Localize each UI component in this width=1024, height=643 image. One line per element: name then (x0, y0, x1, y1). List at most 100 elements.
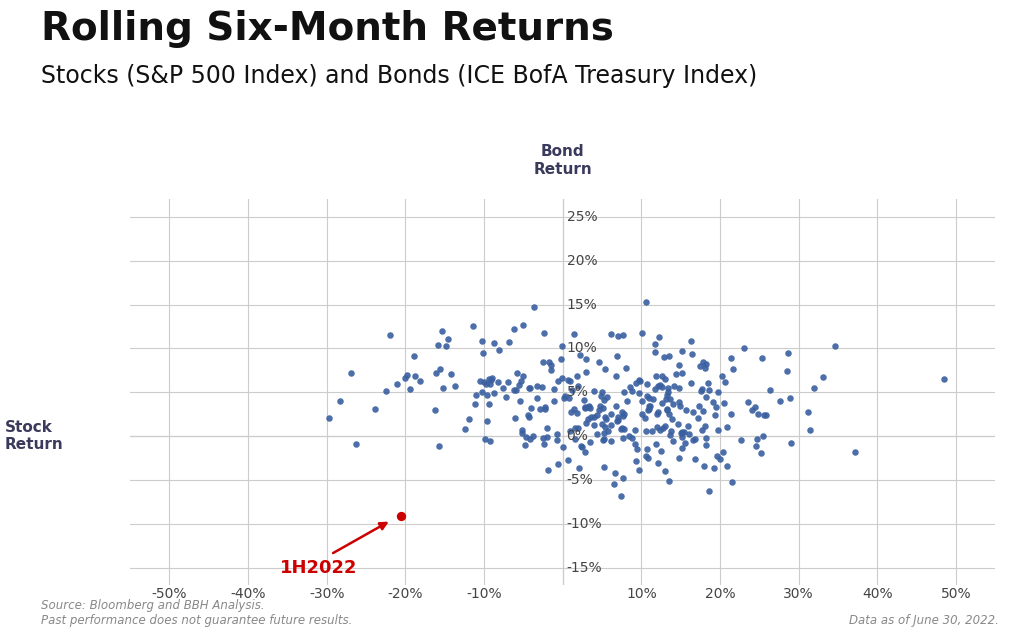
Point (638, 426, 654, 436)
Point (649, 422, 666, 432)
Point (546, 384, 562, 394)
Point (572, 441, 589, 451)
Point (522, 434, 539, 444)
Point (477, 433, 494, 444)
Point (398, 370, 415, 381)
Point (402, 384, 419, 394)
Point (806, 383, 822, 393)
Text: 25%: 25% (566, 210, 597, 224)
Point (512, 376, 528, 386)
Point (613, 422, 630, 433)
Text: Stocks (S&P 500 Index) and Bonds (ICE BofA Treasury Index): Stocks (S&P 500 Index) and Bonds (ICE Bo… (41, 64, 757, 88)
Point (476, 377, 493, 387)
Point (506, 323, 522, 334)
Point (602, 329, 618, 340)
Point (542, 357, 558, 367)
Point (621, 431, 637, 442)
Point (689, 412, 706, 422)
Point (577, 403, 593, 413)
Point (577, 402, 593, 412)
Point (332, 395, 348, 406)
Point (618, 396, 635, 406)
Text: -15%: -15% (566, 561, 602, 575)
Point (639, 379, 655, 389)
Point (676, 426, 692, 437)
Point (679, 421, 695, 431)
Point (656, 466, 673, 476)
Point (378, 386, 394, 396)
Text: 30%: 30% (783, 587, 814, 601)
Point (468, 390, 484, 401)
Point (582, 403, 598, 413)
Point (662, 394, 678, 404)
Point (670, 419, 686, 430)
Point (625, 386, 641, 396)
Point (586, 385, 602, 395)
Point (802, 425, 818, 435)
Point (482, 375, 499, 385)
Point (706, 397, 722, 407)
Point (610, 412, 627, 422)
Point (546, 396, 562, 406)
Point (434, 325, 451, 336)
Point (660, 383, 677, 393)
Point (628, 455, 644, 466)
Point (628, 378, 644, 388)
Text: 50%: 50% (941, 587, 972, 601)
Point (615, 386, 632, 397)
Point (495, 383, 511, 393)
Point (780, 347, 797, 358)
Point (647, 339, 664, 349)
Point (596, 462, 612, 472)
Point (719, 461, 735, 471)
Point (518, 431, 535, 442)
Point (407, 371, 423, 381)
Point (631, 374, 647, 385)
Point (578, 418, 594, 428)
Point (639, 444, 655, 455)
Text: 10%: 10% (626, 587, 656, 601)
Point (697, 440, 714, 450)
Point (753, 448, 769, 458)
Point (563, 407, 580, 417)
Point (665, 437, 681, 447)
Point (573, 442, 590, 452)
Text: 40%: 40% (862, 587, 893, 601)
Point (709, 402, 725, 412)
Point (534, 382, 550, 392)
Point (723, 409, 739, 419)
Point (671, 453, 687, 464)
Point (659, 404, 676, 415)
Point (707, 410, 723, 420)
Point (509, 368, 525, 378)
Point (623, 381, 639, 392)
Point (618, 363, 635, 374)
Point (683, 378, 699, 388)
Point (668, 369, 684, 379)
Point (653, 398, 670, 408)
Point (781, 393, 798, 403)
Point (520, 412, 537, 422)
Point (537, 403, 553, 413)
Point (521, 383, 538, 394)
Point (678, 405, 694, 415)
Point (486, 338, 503, 348)
Point (757, 410, 773, 421)
Point (649, 381, 666, 391)
Point (698, 359, 715, 369)
Point (712, 454, 728, 464)
Point (550, 376, 566, 386)
Point (342, 368, 358, 378)
Point (432, 365, 449, 375)
Point (656, 421, 673, 431)
Point (559, 455, 575, 465)
Point (471, 376, 487, 386)
Point (595, 435, 611, 446)
Point (656, 352, 673, 362)
Point (427, 405, 443, 415)
Point (506, 385, 522, 395)
Text: 20%: 20% (705, 587, 735, 601)
Point (755, 431, 771, 441)
Point (608, 351, 625, 361)
Point (674, 368, 690, 378)
